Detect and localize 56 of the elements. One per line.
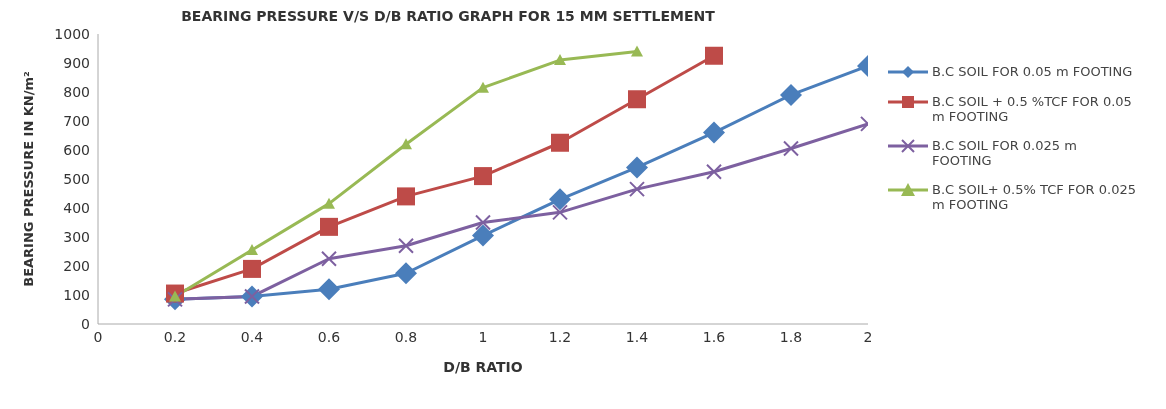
- chart-title: BEARING PRESSURE V/S D/B RATIO GRAPH FOR 15 MM SETTLEMENT: [180, 8, 716, 24]
- point: [631, 45, 643, 57]
- x-tick-label: 1.6: [702, 328, 726, 345]
- x-tick-label: 0: [93, 328, 103, 345]
- x-tick-label: 0.2: [163, 328, 187, 345]
- point: [706, 163, 722, 180]
- y-tick-label: 100: [63, 286, 90, 303]
- point: [549, 188, 571, 211]
- x-tick-label: 0.4: [240, 328, 264, 345]
- point: [243, 259, 261, 278]
- x-tick-label: 1: [478, 328, 488, 345]
- y-axis-title: BEARING PRESSURE IN KN/m²: [20, 71, 36, 287]
- x-tick-label: 0.6: [317, 328, 341, 345]
- point: [318, 278, 340, 301]
- point: [629, 181, 645, 198]
- point: [477, 81, 489, 93]
- legend-label: B.C SOIL + 0.5 %TCF FOR 0.05 m FOOTING: [932, 94, 1133, 124]
- point: [551, 133, 569, 152]
- y-tick-label: 1000: [54, 25, 90, 42]
- point: [321, 250, 337, 267]
- point: [472, 224, 494, 247]
- y-tick-label: 300: [63, 228, 90, 245]
- y-tick-label: 400: [63, 199, 90, 216]
- point: [703, 121, 725, 144]
- point: [628, 90, 646, 109]
- legend-label: B.C SOIL FOR 0.025 m FOOTING: [932, 138, 1078, 168]
- point: [395, 262, 417, 285]
- legend-label: B.C SOIL+ 0.5% TCF FOR 0.025 m FOOTING: [932, 182, 1137, 212]
- point: [783, 140, 799, 157]
- point: [397, 187, 415, 206]
- point: [323, 197, 335, 209]
- x-tick-label: 0.8: [394, 328, 418, 345]
- x-tick-label: 1.4: [625, 328, 649, 345]
- point: [705, 46, 723, 65]
- point: [554, 54, 566, 66]
- point: [474, 167, 492, 186]
- legend-label: B.C SOIL FOR 0.05 m FOOTING: [932, 64, 1133, 79]
- y-tick-label: 900: [63, 54, 90, 71]
- x-tick-label: 1.2: [548, 328, 572, 345]
- x-tick-label: 2: [863, 328, 873, 345]
- point: [626, 156, 648, 179]
- y-tick-label: 0: [81, 315, 90, 332]
- y-tick-label: 500: [63, 170, 90, 187]
- point: [398, 237, 414, 254]
- y-tick-label: 200: [63, 257, 90, 274]
- point: [552, 204, 568, 221]
- point: [246, 244, 258, 256]
- y-tick-label: 800: [63, 83, 90, 100]
- y-tick-label: 600: [63, 141, 90, 158]
- point: [320, 217, 338, 236]
- y-tick-label: 700: [63, 112, 90, 129]
- point: [475, 214, 491, 231]
- point: [780, 83, 802, 106]
- x-axis-title: D/B RATIO: [443, 358, 523, 375]
- x-tick-label: 1.8: [779, 328, 803, 345]
- point: [400, 138, 412, 150]
